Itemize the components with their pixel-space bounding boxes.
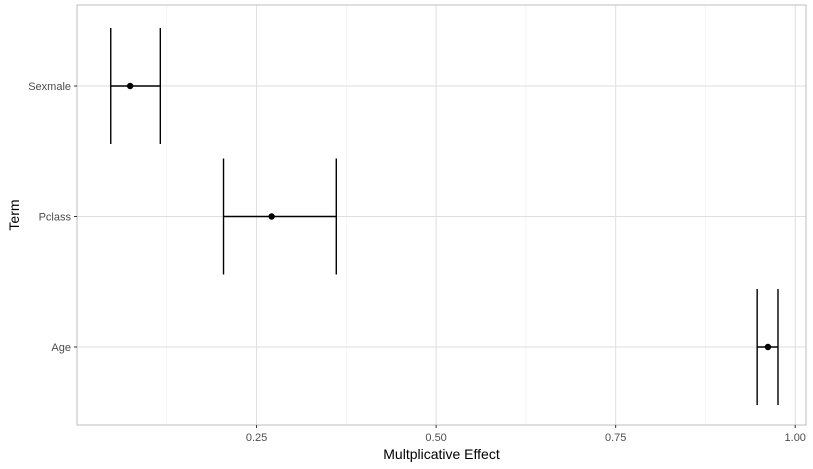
error-bars: [110, 28, 779, 405]
y-tick-label: Age: [51, 342, 71, 354]
y-axis-title: Term: [6, 199, 22, 230]
error-bar-age: [756, 289, 779, 405]
x-tick-label: 0.75: [605, 432, 626, 444]
x-axis-ticks: 0.25 0.50 0.75 1.00: [246, 425, 806, 444]
y-tick-label: Sexmale: [28, 81, 71, 93]
panel-border: [76, 4, 807, 426]
grid-major: [77, 5, 806, 425]
y-tick-label: Pclass: [39, 212, 72, 224]
x-tick-label: 0.50: [425, 432, 446, 444]
error-bar-pclass: [222, 158, 337, 275]
x-tick-label: 1.00: [785, 432, 806, 444]
estimate-point: [268, 213, 275, 220]
y-axis-ticks: Sexmale Pclass Age: [28, 81, 77, 354]
error-bar-sexmale: [110, 28, 162, 144]
grid-minor: [166, 5, 706, 425]
x-axis-title: Multplicative Effect: [383, 446, 500, 462]
estimate-point: [764, 343, 772, 351]
estimate-point: [126, 82, 134, 90]
x-tick-label: 0.25: [246, 432, 267, 444]
